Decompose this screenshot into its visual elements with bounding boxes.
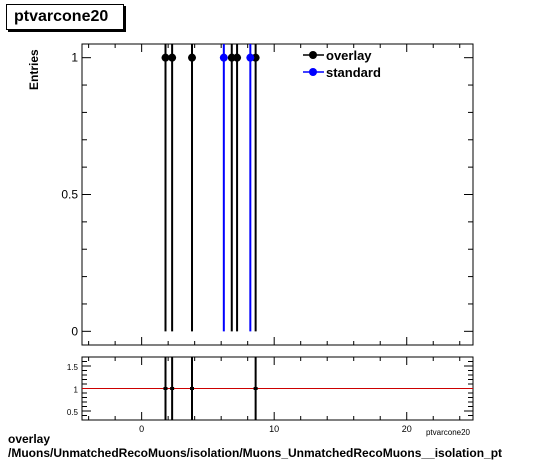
- data-point-overlay: [233, 53, 242, 62]
- legend-label-overlay: overlay: [326, 48, 372, 63]
- data-point-standard: [246, 53, 255, 62]
- ratio-point: [190, 387, 195, 390]
- ratio-point: [170, 387, 175, 390]
- main-y-tick-label: 0: [71, 324, 78, 338]
- ratio-y-tick-label: 1: [74, 386, 79, 395]
- data-point-standard: [219, 53, 228, 62]
- ratio-y-tick-label: 0.5: [67, 408, 79, 417]
- histogram-title-box: ptvarcone20: [6, 4, 124, 30]
- ratio-point: [163, 387, 168, 390]
- ratio-x-tick-label: 0: [139, 424, 144, 434]
- ratio-x-tick-label: 20: [402, 424, 412, 434]
- footer-label: overlay: [8, 432, 51, 446]
- main-y-tick-label: 0.5: [61, 188, 78, 202]
- legend-marker-standard: [309, 68, 317, 76]
- ratio-y-tick-label: 1.5: [67, 363, 79, 372]
- data-point-overlay: [161, 53, 170, 62]
- legend-marker-overlay: [309, 51, 317, 59]
- histogram-title: ptvarcone20: [14, 8, 109, 25]
- data-point-overlay: [168, 53, 177, 62]
- ratio-x-tick-label: 10: [269, 424, 279, 434]
- legend-label-standard: standard: [326, 65, 381, 80]
- y-axis-label: Entries: [27, 49, 41, 90]
- main-y-tick-label: 1: [71, 51, 78, 65]
- x-axis-label: ptvarcone20: [426, 428, 471, 437]
- ratio-point: [253, 387, 258, 390]
- footer-path: /Muons/UnmatchedRecoMuons/isolation/Muon…: [8, 446, 503, 460]
- data-point-overlay: [188, 53, 197, 62]
- main-plot-frame: [81, 43, 474, 346]
